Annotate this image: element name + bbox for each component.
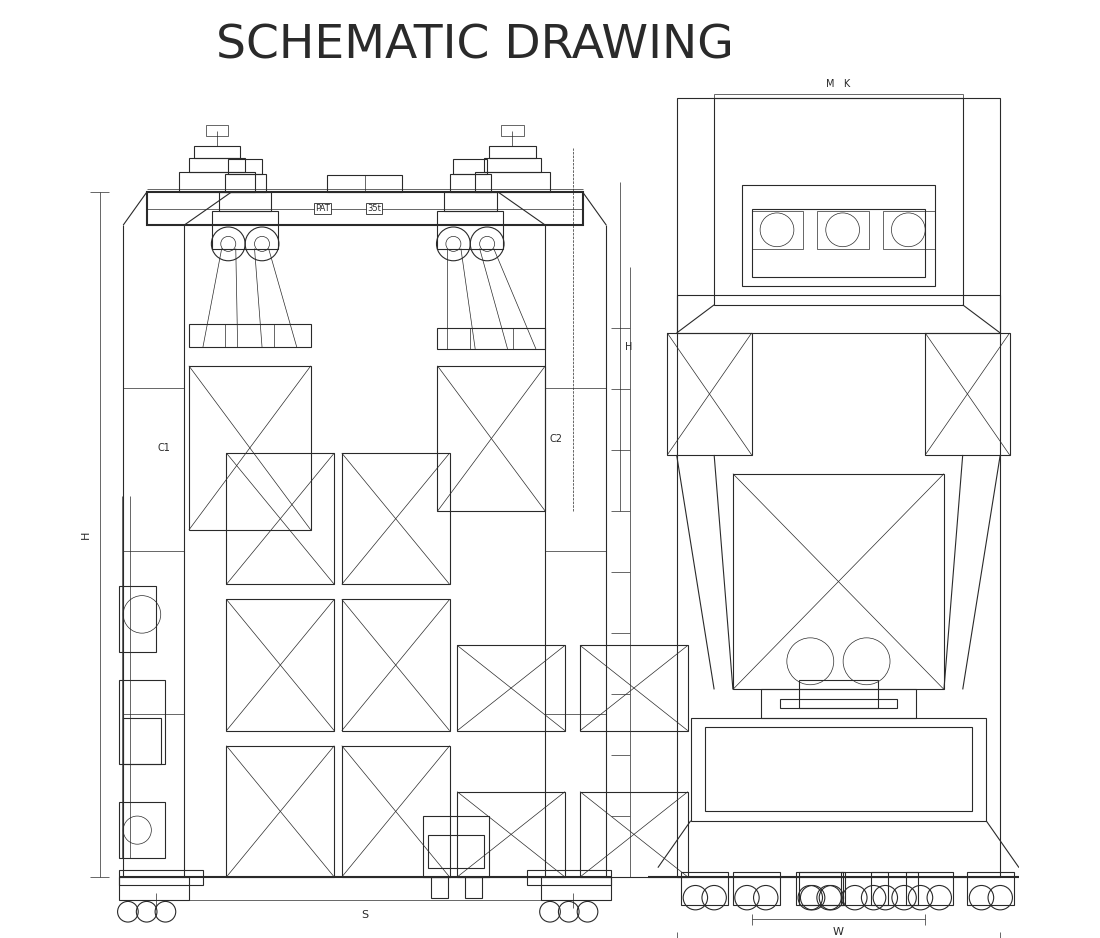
Text: H: H	[80, 531, 90, 538]
Bar	[925, 333, 1010, 455]
Bar	[119, 586, 156, 652]
Bar	[206, 125, 229, 136]
Text: W: W	[833, 927, 844, 937]
Bar	[444, 192, 496, 211]
Bar	[883, 211, 935, 249]
Bar	[484, 158, 540, 172]
Bar	[194, 146, 241, 158]
Bar	[428, 835, 484, 868]
Bar	[179, 172, 254, 192]
Bar	[342, 746, 450, 877]
Bar	[967, 872, 1014, 905]
Bar	[796, 872, 843, 905]
Bar	[453, 159, 487, 174]
Bar	[438, 366, 546, 511]
Bar	[342, 599, 450, 731]
Bar	[540, 877, 611, 900]
Bar	[871, 872, 918, 905]
Bar	[438, 211, 503, 249]
Bar	[450, 174, 491, 192]
Bar	[227, 599, 334, 731]
Bar	[224, 174, 266, 192]
Text: SCHEMATIC DRAWING: SCHEMATIC DRAWING	[216, 23, 734, 68]
Bar	[714, 98, 962, 305]
Bar	[490, 146, 536, 158]
Bar	[229, 159, 262, 174]
Bar	[580, 645, 688, 731]
Text: S: S	[361, 910, 368, 920]
Bar	[189, 366, 311, 530]
Text: C2: C2	[550, 433, 563, 444]
Bar	[327, 175, 403, 192]
Bar	[691, 718, 987, 821]
Bar	[146, 192, 583, 225]
Bar	[799, 872, 846, 905]
Bar	[705, 727, 972, 811]
Bar	[906, 872, 954, 905]
Bar	[742, 185, 935, 286]
Bar	[681, 872, 728, 905]
Bar	[502, 125, 524, 136]
Bar	[219, 192, 272, 211]
Bar	[475, 172, 550, 192]
Bar	[458, 645, 565, 731]
Bar	[676, 98, 1000, 877]
Bar	[751, 209, 925, 277]
Bar	[733, 872, 780, 905]
Text: M   K: M K	[826, 79, 850, 89]
Bar	[580, 792, 688, 877]
Bar	[189, 158, 245, 172]
Bar	[464, 877, 482, 898]
Bar	[840, 872, 888, 905]
Bar	[227, 746, 334, 877]
Text: H: H	[625, 341, 632, 352]
Bar	[438, 328, 546, 349]
Bar	[119, 870, 202, 885]
Bar	[212, 211, 278, 249]
Bar	[799, 680, 878, 708]
Bar	[227, 453, 334, 584]
Bar	[342, 453, 450, 584]
Bar	[733, 474, 944, 689]
Bar	[676, 295, 1000, 333]
Bar	[458, 792, 565, 877]
Bar	[424, 816, 490, 877]
Bar	[119, 877, 189, 900]
Bar	[123, 718, 161, 764]
Text: PAT: PAT	[316, 204, 330, 213]
Bar	[780, 699, 898, 708]
Bar	[119, 802, 165, 858]
Bar	[119, 680, 165, 764]
Bar	[761, 689, 916, 718]
Bar	[431, 877, 448, 898]
Bar	[668, 333, 751, 455]
Bar	[527, 870, 610, 885]
Bar	[817, 211, 869, 249]
Text: 35t: 35t	[367, 204, 381, 213]
Bar	[189, 324, 311, 347]
Text: C1: C1	[157, 443, 170, 453]
Bar	[751, 211, 803, 249]
